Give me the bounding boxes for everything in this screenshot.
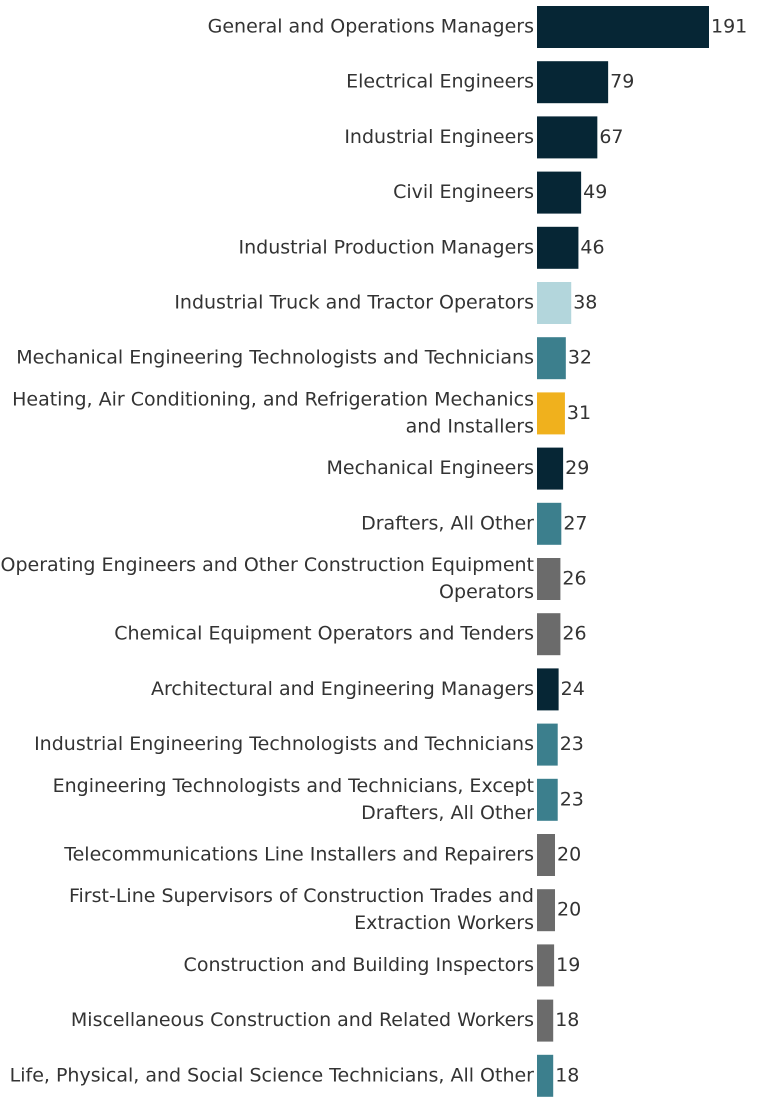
value-label: 26 [562, 623, 586, 645]
category-label: Telecommunications Line Installers and R… [63, 844, 534, 866]
category-label: Industrial Engineers [344, 126, 534, 148]
bar [537, 999, 554, 1042]
category-label: Electrical Engineers [346, 71, 534, 93]
bar [537, 944, 555, 987]
category-label: Drafters, All Other [361, 512, 534, 534]
category-label: Chemical Equipment Operators and Tenders [114, 623, 534, 645]
category-label: General and Operations Managers [208, 16, 534, 38]
value-label: 67 [599, 126, 623, 148]
category-label: Miscellaneous Construction and Related W… [71, 1009, 534, 1031]
category-label: Industrial Production Managers [239, 236, 534, 258]
value-label: 27 [563, 512, 587, 534]
bar [537, 834, 556, 876]
value-label: 26 [562, 568, 586, 590]
bar [537, 337, 566, 380]
bar [537, 613, 561, 656]
bar [537, 1054, 554, 1097]
value-label: 29 [565, 457, 589, 479]
value-label: 49 [583, 181, 607, 203]
value-label: 24 [561, 678, 585, 700]
bar [537, 558, 561, 600]
bar [537, 282, 572, 324]
value-label: 31 [567, 402, 591, 424]
category-label: Industrial Engineering Technologists and… [34, 733, 534, 755]
category-label: Mechanical Engineers [327, 457, 534, 479]
value-label: 20 [557, 844, 581, 866]
value-label: 32 [568, 347, 592, 369]
bar [537, 392, 565, 435]
bar [537, 723, 558, 766]
category-label: Heating, Air Conditioning, and Refrigera… [12, 388, 534, 437]
bar [537, 61, 609, 104]
value-label: 18 [555, 1064, 579, 1086]
category-label: Engineering Technologists and Technician… [53, 775, 535, 824]
value-label: 191 [711, 16, 747, 38]
value-label: 46 [580, 236, 604, 258]
category-label: Civil Engineers [393, 181, 534, 203]
bar [537, 668, 559, 711]
bar [537, 171, 582, 214]
category-label: Life, Physical, and Social Science Techn… [10, 1064, 535, 1086]
value-label: 23 [560, 733, 584, 755]
bar [537, 502, 562, 545]
category-label: Industrial Truck and Tractor Operators [174, 292, 534, 314]
value-label: 38 [573, 292, 597, 314]
bar [537, 116, 598, 159]
value-label: 18 [555, 1009, 579, 1031]
category-label: Architectural and Engineering Managers [151, 678, 534, 700]
category-label: Construction and Building Inspectors [184, 954, 534, 976]
bar [537, 226, 579, 269]
bar [537, 6, 709, 48]
value-label: 23 [560, 788, 584, 810]
value-label: 79 [610, 71, 634, 93]
value-label: 19 [556, 954, 580, 976]
category-label: First-Line Supervisors of Construction T… [69, 885, 534, 934]
bar [537, 889, 556, 932]
category-label: Mechanical Engineering Technologists and… [16, 347, 534, 369]
bar [537, 778, 558, 821]
category-label: Operating Engineers and Other Constructi… [0, 554, 534, 603]
bar [537, 447, 564, 490]
value-label: 20 [557, 899, 581, 921]
